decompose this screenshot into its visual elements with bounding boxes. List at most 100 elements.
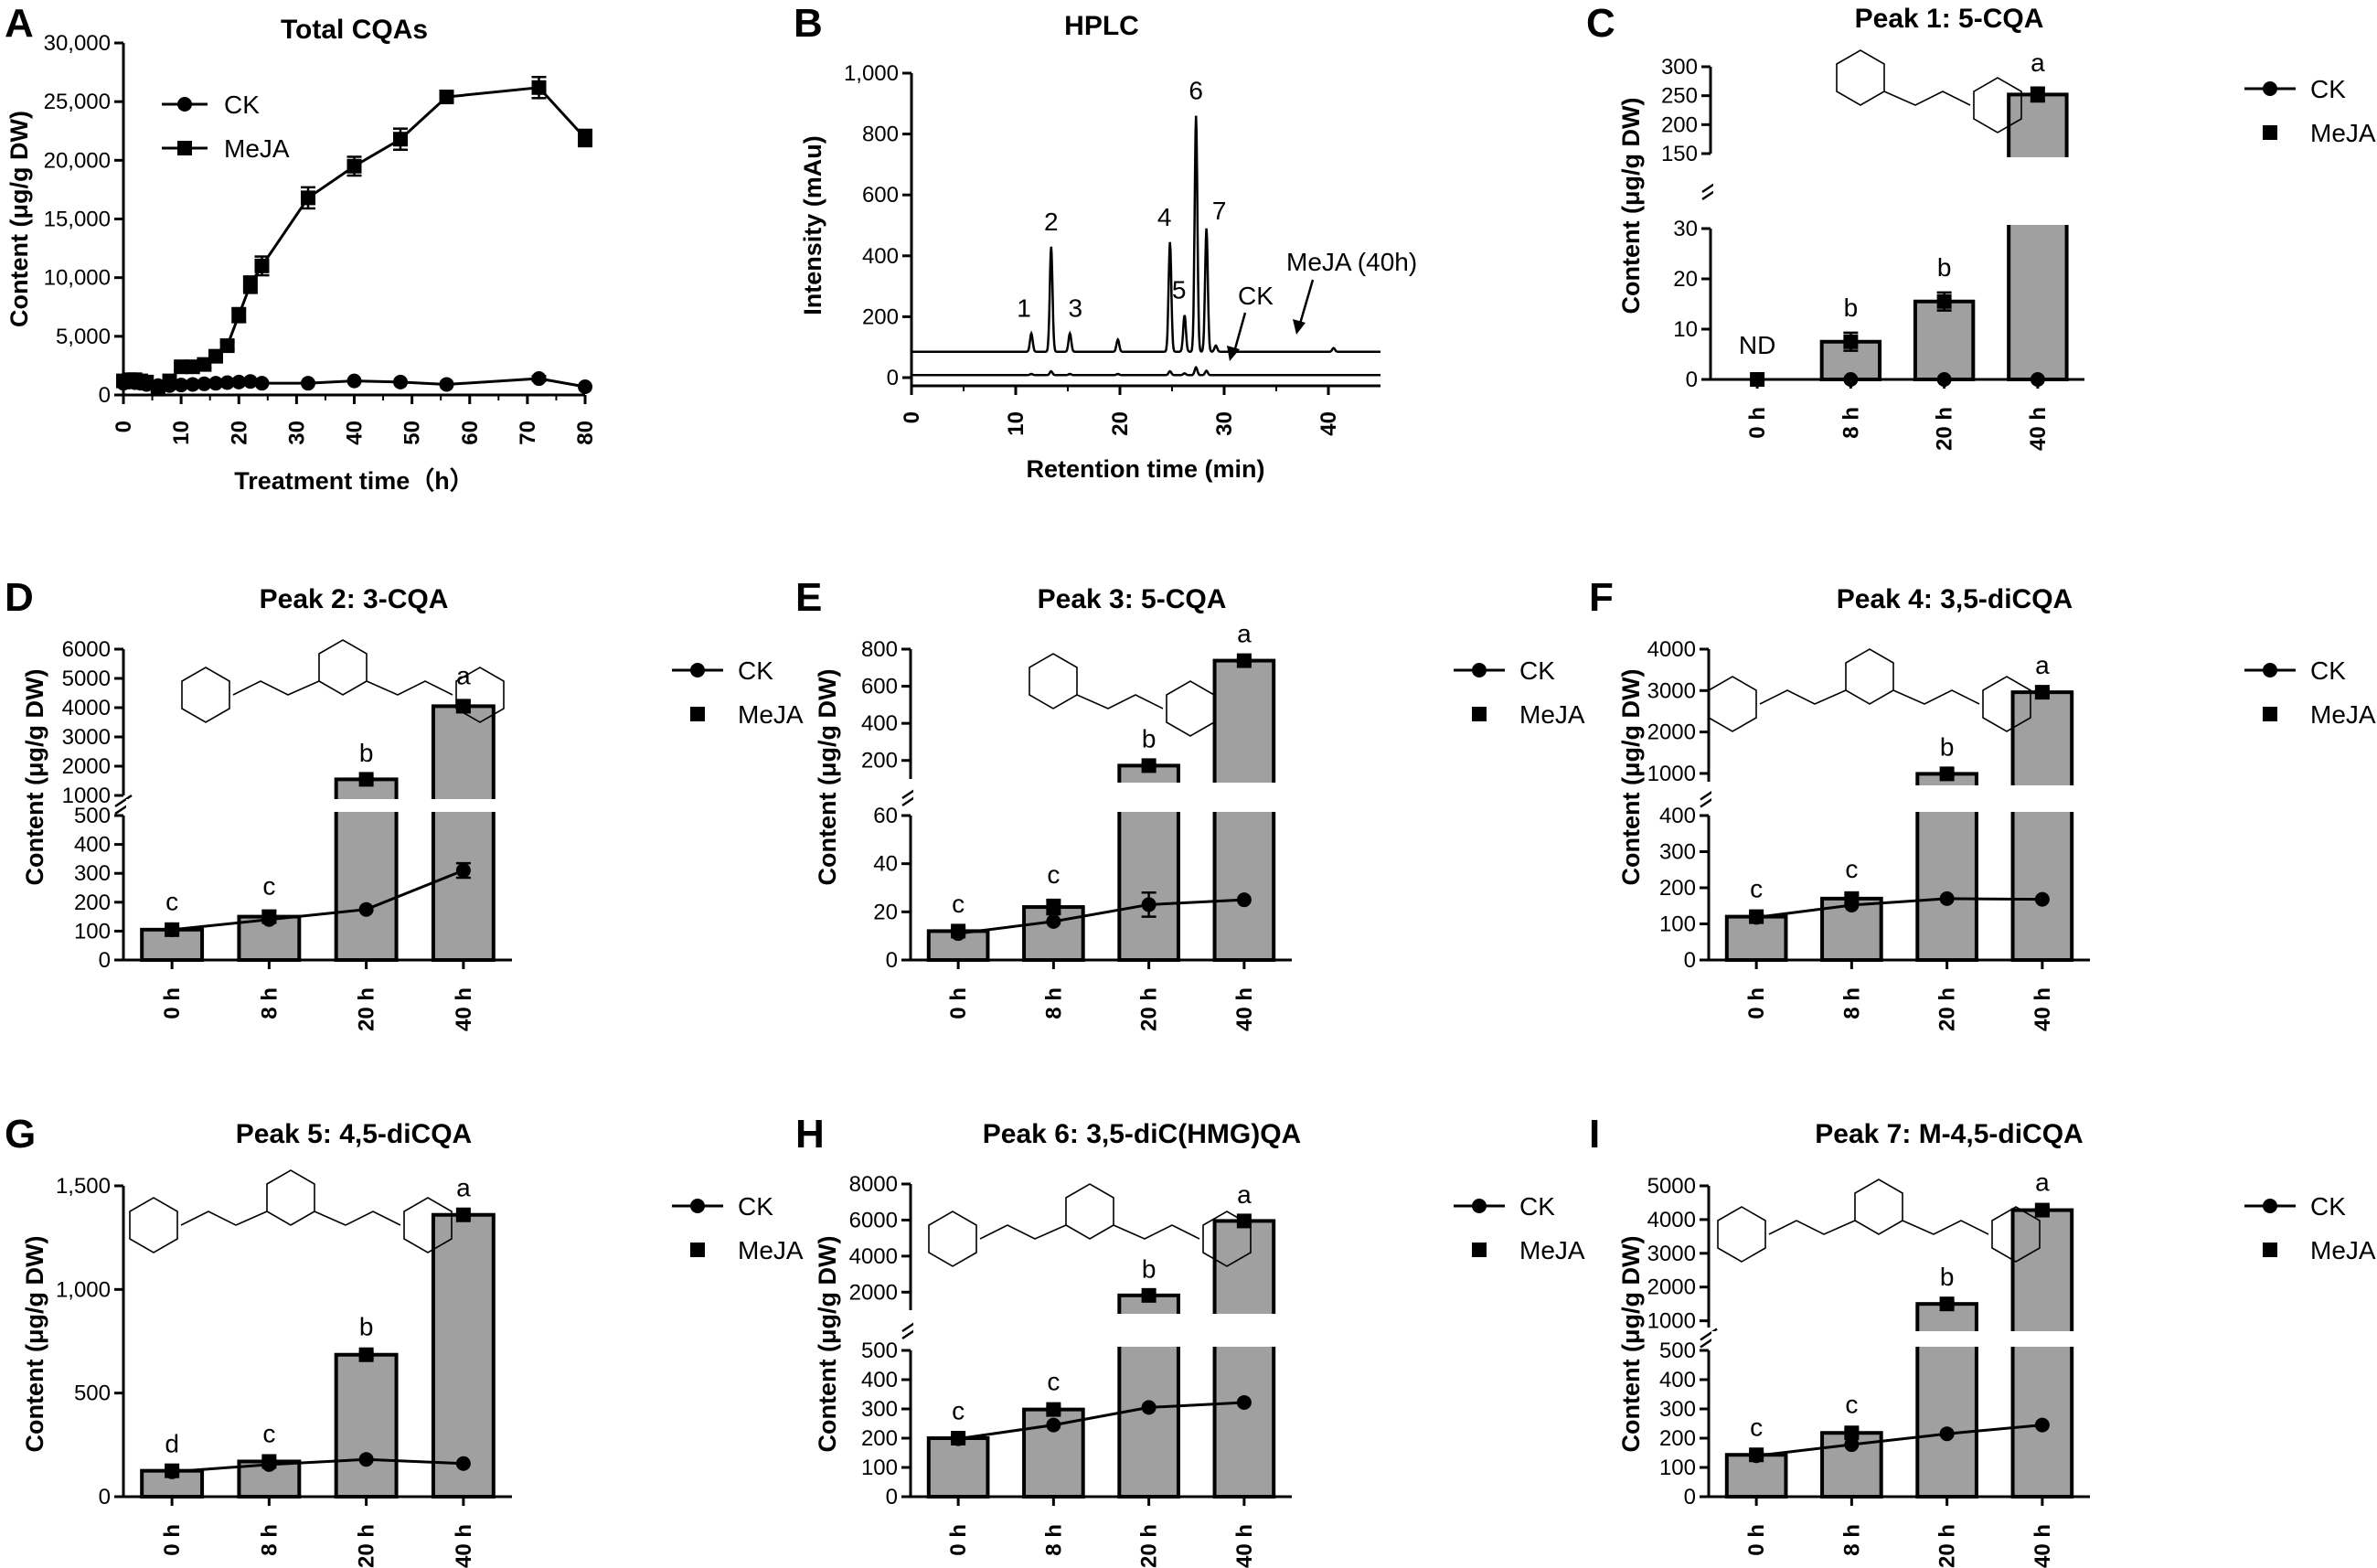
legend-label-meja: MeJA xyxy=(1519,700,1585,729)
structure-c-quinic-ring xyxy=(1836,49,1885,106)
chart-title: Peak 7: M-4,5-diCQA xyxy=(1815,1119,2083,1149)
legend-marker-ck xyxy=(2263,81,2277,96)
significance-letter: c xyxy=(952,890,965,918)
y-tick-label: 100 xyxy=(1659,912,1696,937)
y-tick-label: 500 xyxy=(74,1381,111,1406)
data-point-ck xyxy=(2034,1417,2050,1433)
data-point-ck xyxy=(951,926,966,942)
structure-f-ester-chain-2 xyxy=(1759,689,1847,705)
legend-marker-meja xyxy=(690,707,705,721)
data-point-ck xyxy=(578,379,592,395)
y-tick-label: 3000 xyxy=(1647,1242,1696,1266)
chart-title: Peak 2: 3-CQA xyxy=(260,584,449,614)
y-tick-label: 10,000 xyxy=(44,266,111,291)
data-point-ck xyxy=(242,374,258,389)
structure-e-caffeoyl-ring xyxy=(1166,680,1215,737)
data-point-ck xyxy=(174,378,189,393)
data-point-meja xyxy=(2034,1202,2050,1218)
data-point-meja xyxy=(1936,293,1952,309)
x-tick-label: 50 xyxy=(400,421,425,445)
structure-d-caffeoyl-ring-2 xyxy=(181,667,230,723)
y-tick-label: 1000 xyxy=(1647,762,1696,786)
y-tick-label: 400 xyxy=(1659,804,1696,828)
data-point-meja xyxy=(174,359,189,375)
data-point-meja xyxy=(358,1347,374,1362)
data-point-ck xyxy=(261,1456,277,1472)
y-tick-label: 0 xyxy=(99,1485,111,1509)
x-tick-label: 40 h xyxy=(2026,407,2051,451)
data-point-ck xyxy=(254,376,270,391)
x-tick-label: 20 h xyxy=(1933,407,1957,451)
x-tick-label: 8 h xyxy=(1839,987,1864,1019)
panel-letter-e: E xyxy=(795,575,822,620)
x-tick-label: 30 xyxy=(284,421,309,445)
structure-g-caffeoyl-ring-2 xyxy=(129,1197,178,1253)
significance-letter: b xyxy=(1142,724,1157,752)
bar-meja xyxy=(1913,299,1976,381)
bar-meja xyxy=(431,1212,496,1499)
y-tick-label: 30 xyxy=(1673,217,1698,241)
legend-label-ck: CK xyxy=(224,91,260,119)
legend-label-ck: CK xyxy=(738,656,773,685)
y-tick-label: 4000 xyxy=(1647,1208,1696,1232)
y-tick-label: 800 xyxy=(862,123,899,147)
y-tick-label: 20,000 xyxy=(44,148,111,173)
peak-label-7: 7 xyxy=(1212,197,1227,225)
x-tick-label: 60 xyxy=(458,421,483,445)
x-tick-label: 20 xyxy=(1108,411,1133,436)
panel-letter-h: H xyxy=(795,1112,825,1157)
data-point-meja xyxy=(578,130,592,145)
axis-break-mark xyxy=(1700,1328,1718,1341)
y-axis-label: Content (μg/g DW) xyxy=(1617,1236,1645,1453)
series-line-ck xyxy=(1755,1424,2043,1457)
data-point-meja xyxy=(439,90,454,105)
y-tick-label: 100 xyxy=(74,919,111,944)
significance-letter: c xyxy=(1845,855,1858,883)
data-point-ck xyxy=(2034,891,2050,907)
y-axis-label: Content (μg/g DW) xyxy=(814,669,841,886)
y-tick-label: 0 xyxy=(1684,1485,1696,1509)
y-tick-label: 5000 xyxy=(1647,1174,1696,1199)
structure-f-caffeoyl-ring-2 xyxy=(1708,676,1757,732)
structure-g-quinic-ring xyxy=(266,1169,315,1226)
data-point-ck xyxy=(393,374,408,389)
legend-label-meja: MeJA xyxy=(224,134,290,163)
significance-letter: c xyxy=(262,871,275,900)
structure-h-quinic-ring xyxy=(1065,1183,1114,1240)
panel-b: B HPLC 0 200 400 600 800 1,000 0 10 20 30 40 Retentio… xyxy=(794,1,1417,483)
x-tick-label: 30 xyxy=(1212,411,1237,436)
y-tick-label: 2000 xyxy=(62,754,111,779)
structure-d-ester-chain xyxy=(366,680,453,696)
x-tick-label: 0 xyxy=(900,411,924,423)
x-tick-label: 40 h xyxy=(1232,987,1257,1031)
chart-title: Peak 5: 4,5-diCQA xyxy=(236,1119,472,1149)
y-tick-label: 1000 xyxy=(62,784,111,808)
significance-letter: a xyxy=(2035,651,2050,679)
significance-letter: a xyxy=(1237,1180,1252,1209)
data-point-meja xyxy=(1141,1287,1157,1303)
x-tick-label: 0 h xyxy=(1745,407,1770,439)
x-tick-label: 20 h xyxy=(355,987,379,1031)
x-tick-label: 8 h xyxy=(1041,1524,1066,1556)
data-point-ck xyxy=(455,863,471,879)
panel-f: F Peak 4: 3,5-diCQA 0 100 200 300 400 1000 2000 3… xyxy=(1589,575,2376,1031)
y-tick-label: 300 xyxy=(74,861,111,886)
y-tick-label: 400 xyxy=(1659,1368,1696,1392)
panel-letter-c: C xyxy=(1586,1,1615,46)
panel-a: A Total CQAs 0 5,000 10,000 15,000 20,000 25,00… xyxy=(5,1,598,495)
structure-h-ester-chain-2 xyxy=(979,1224,1067,1240)
data-point-meja xyxy=(208,348,223,364)
chart-title: Peak 4: 3,5-diCQA xyxy=(1837,584,2073,614)
chart-title: Peak 3: 5-CQA xyxy=(1038,584,1227,614)
data-point-meja xyxy=(242,277,258,293)
data-point-meja xyxy=(254,258,270,273)
y-tick-label: 2000 xyxy=(1647,720,1696,745)
y-axis-label: Intensity (mAu) xyxy=(799,135,826,315)
x-tick-label: 8 h xyxy=(257,1524,282,1556)
data-point-ck xyxy=(1236,1394,1252,1410)
x-tick-label: 40 h xyxy=(1232,1524,1257,1568)
y-tick-label: 0 xyxy=(1686,368,1698,392)
x-tick-label: 0 h xyxy=(946,1524,971,1556)
data-point-meja xyxy=(162,373,177,389)
